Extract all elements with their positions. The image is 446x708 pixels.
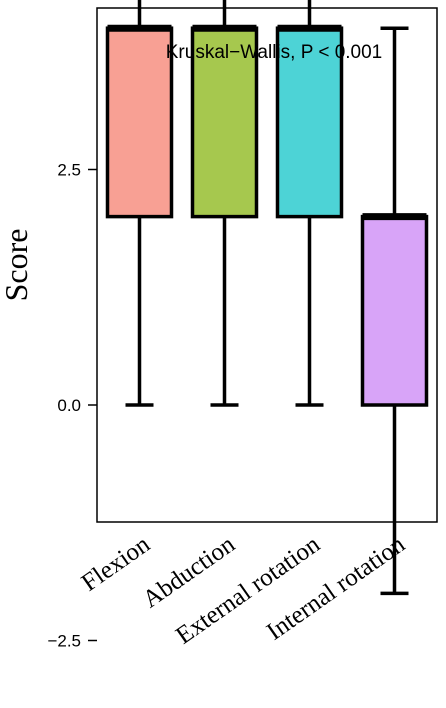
iqr-box xyxy=(105,26,174,219)
y-tick-label: −2.5 xyxy=(47,632,81,651)
iqr-box xyxy=(275,26,344,219)
test-annotation: Kruskal−Wallis, P < 0.001 xyxy=(166,42,383,63)
plot-frame xyxy=(96,7,438,523)
x-tick-label: External rotation xyxy=(171,531,325,650)
iqr-box xyxy=(360,214,429,407)
boxes xyxy=(105,0,429,596)
y-tick-label: 2.5 xyxy=(57,161,81,180)
box-1 xyxy=(190,0,259,407)
y-tick-label: 0.0 xyxy=(57,396,81,415)
y-axis-label: Score xyxy=(0,229,34,302)
box-2 xyxy=(275,0,344,407)
box-0 xyxy=(105,0,174,407)
y-axis: −2.50.02.55.07.5 xyxy=(47,161,97,651)
box-3 xyxy=(360,26,429,596)
